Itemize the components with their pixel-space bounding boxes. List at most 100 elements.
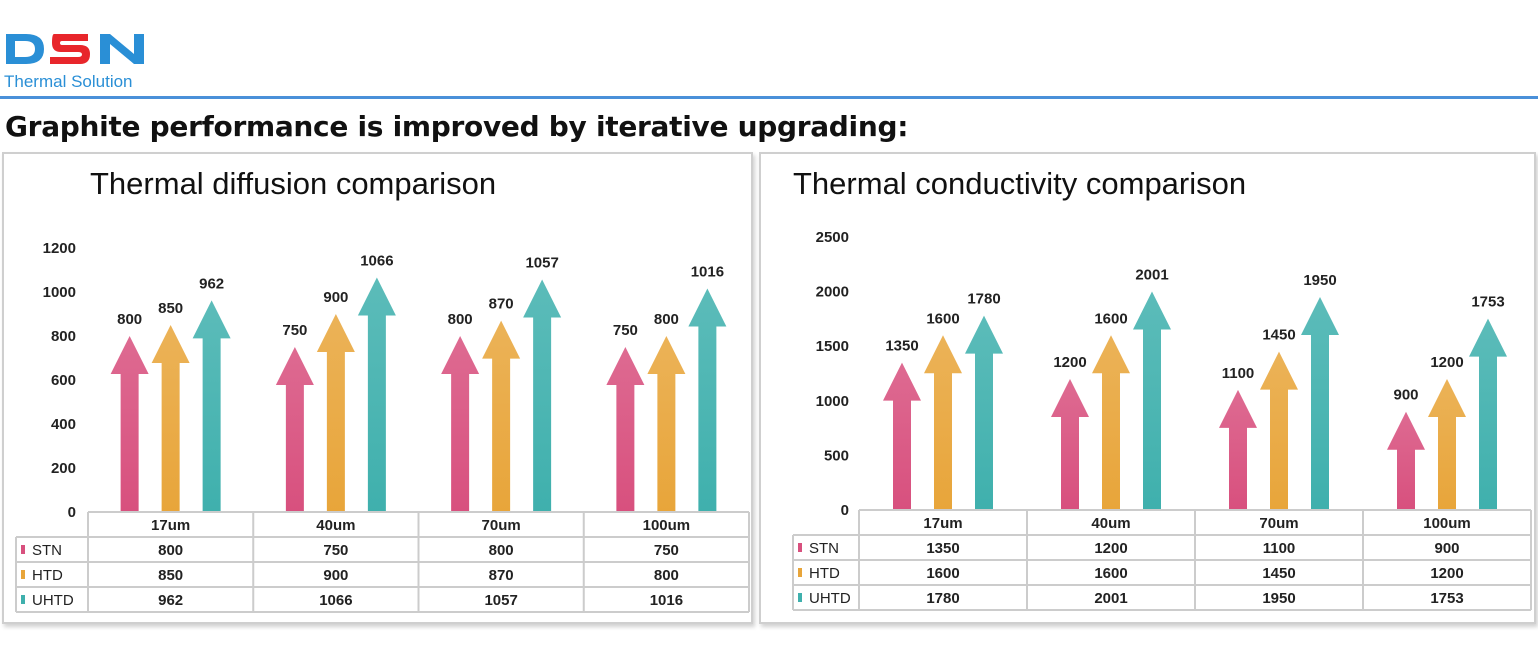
data-label: 962 — [199, 275, 224, 292]
table-cell: 1200 — [1094, 540, 1127, 557]
legend-label: STN — [809, 540, 839, 557]
bar-arrow-htd — [316, 314, 355, 512]
legend-swatch — [798, 568, 802, 577]
data-label: 750 — [613, 322, 638, 339]
bar-arrow-uhtd — [965, 315, 1003, 510]
legend-label: UHTD — [809, 590, 851, 607]
legend-swatch — [21, 570, 25, 579]
table-cell: 1950 — [1262, 590, 1295, 607]
table-cell: 1753 — [1430, 590, 1463, 607]
dsn-logo — [6, 34, 144, 64]
bar-arrow-stn — [110, 336, 149, 512]
y-tick-label: 1200 — [43, 240, 76, 257]
data-label: 1600 — [1094, 310, 1127, 327]
data-label: 1600 — [926, 310, 959, 327]
thermal-diffusion-panel: Thermal diffusion comparison 0 200 400 600 8… — [2, 152, 753, 624]
table-cell: 900 — [1434, 540, 1459, 557]
legend-label: UHTD — [32, 592, 74, 609]
table-cell: 2001 — [1094, 590, 1127, 607]
table-cell: 800 — [654, 567, 679, 584]
bar-arrow-htd — [1092, 335, 1130, 510]
chart-title: Thermal conductivity comparison — [793, 166, 1247, 201]
x-tick-label: 17um — [151, 517, 190, 534]
legend-label: HTD — [32, 567, 63, 584]
table-cell: 850 — [158, 567, 183, 584]
y-tick-label: 800 — [51, 328, 76, 345]
bar-arrow-stn — [883, 362, 921, 510]
bar-arrow-stn — [1051, 378, 1089, 510]
data-label: 900 — [1393, 387, 1418, 404]
data-label: 800 — [117, 311, 142, 328]
bar-arrow-stn — [1219, 389, 1257, 510]
data-label: 900 — [323, 289, 348, 306]
data-label: 1350 — [885, 338, 918, 355]
bar-arrow-uhtd — [688, 288, 727, 512]
data-label: 800 — [654, 311, 679, 328]
table-cell: 870 — [489, 567, 514, 584]
bar-arrow-uhtd — [1133, 291, 1171, 510]
data-label: 870 — [489, 296, 514, 313]
data-label: 1016 — [691, 263, 724, 280]
data-label: 1753 — [1471, 294, 1504, 311]
legend-swatch — [798, 593, 802, 602]
table-cell: 1600 — [1094, 565, 1127, 582]
data-label: 1057 — [525, 254, 558, 271]
table-cell: 1600 — [926, 565, 959, 582]
bar-arrow-htd — [482, 320, 521, 512]
data-label: 850 — [158, 300, 183, 317]
data-label: 1100 — [1222, 365, 1255, 382]
legend-swatch — [798, 543, 802, 552]
y-tick-label: 200 — [51, 460, 76, 477]
data-label: 1780 — [967, 291, 1000, 308]
bar-arrow-uhtd — [192, 300, 231, 512]
table-cell: 1016 — [650, 592, 683, 609]
bar-arrow-stn — [606, 347, 645, 512]
table-cell: 750 — [654, 542, 679, 559]
data-label: 800 — [448, 311, 473, 328]
table-cell: 900 — [323, 567, 348, 584]
data-label: 1066 — [360, 252, 393, 269]
data-label: 1450 — [1262, 327, 1295, 344]
table-cell: 1066 — [319, 592, 352, 609]
bar-arrow-stn — [441, 336, 480, 512]
bar-arrow-uhtd — [1301, 297, 1339, 510]
bar-arrow-htd — [1260, 351, 1298, 510]
page-headline: Graphite performance is improved by iter… — [5, 110, 909, 143]
x-tick-label: 40um — [316, 517, 355, 534]
bar-arrow-htd — [151, 325, 190, 512]
y-tick-label: 2000 — [816, 284, 849, 301]
legend-swatch — [21, 545, 25, 554]
thermal-diffusion-chart: 0 200 400 600 800 1000 1200 800 850 962 750 900 1066… — [15, 240, 750, 613]
table-cell: 962 — [158, 592, 183, 609]
y-tick-label: 1000 — [816, 393, 849, 410]
y-tick-label: 2500 — [816, 229, 849, 246]
x-tick-label: 70um — [1259, 515, 1298, 532]
y-tick-label: 0 — [841, 502, 849, 519]
legend-label: STN — [32, 542, 62, 559]
data-label: 2001 — [1135, 266, 1168, 283]
table-cell: 1057 — [484, 592, 517, 609]
table-cell: 1100 — [1263, 540, 1296, 557]
y-tick-label: 600 — [51, 372, 76, 389]
legend-label: HTD — [809, 565, 840, 582]
table-cell: 1350 — [926, 540, 959, 557]
brand-tagline: Thermal Solution — [4, 72, 133, 91]
thermal-conductivity-chart: 0 500 1000 1500 2000 2500 1350 1600 1780 1200 1600… — [792, 229, 1532, 611]
table-cell: 1450 — [1262, 565, 1295, 582]
x-tick-label: 17um — [923, 515, 962, 532]
y-tick-label: 0 — [68, 504, 76, 521]
bar-arrow-uhtd — [357, 277, 396, 512]
table-cell: 1780 — [926, 590, 959, 607]
bar-arrow-uhtd — [523, 279, 562, 512]
y-tick-label: 400 — [51, 416, 76, 433]
x-tick-label: 70um — [482, 517, 521, 534]
y-tick-label: 1500 — [816, 338, 849, 355]
x-tick-label: 100um — [1423, 515, 1471, 532]
y-tick-label: 1000 — [43, 284, 76, 301]
bar-arrow-stn — [275, 347, 314, 512]
thermal-conductivity-panel: Thermal conductivity comparison 0 500 1000… — [759, 152, 1536, 624]
data-label: 1950 — [1303, 272, 1336, 289]
bar-arrow-stn — [1387, 411, 1425, 510]
table-cell: 800 — [489, 542, 514, 559]
table-cell: 1200 — [1430, 565, 1463, 582]
